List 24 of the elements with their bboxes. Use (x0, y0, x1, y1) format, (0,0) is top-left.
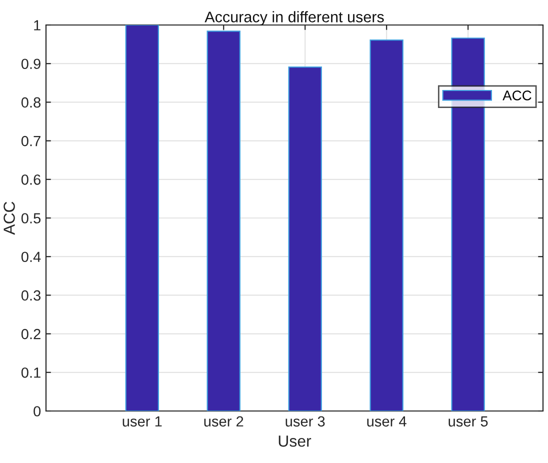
y-tick-label: 0.8 (21, 97, 41, 108)
y-tick-label: 0.9 (21, 58, 40, 70)
y-axis-title: ACC (4, 202, 15, 235)
y-tick-label: 0.2 (21, 328, 40, 340)
x-tick-label: user 2 (204, 416, 244, 427)
chart-title: Accuracy in different users (204, 11, 384, 26)
x-tick-label: user 4 (367, 416, 406, 427)
y-tick-label: 0.5 (21, 213, 41, 224)
x-tick-label: user 5 (448, 416, 488, 427)
y-tick-label: 0 (34, 406, 41, 416)
y-tick-label: 1 (34, 20, 40, 30)
legend-label: ACC (502, 90, 532, 100)
x-axis-title: User (278, 436, 312, 447)
y-tick-label: 0.4 (21, 252, 41, 262)
bar (370, 40, 404, 411)
y-tick-label: 0.6 (21, 174, 40, 185)
bar (206, 30, 240, 411)
bar (288, 66, 322, 411)
x-tick-label: user 3 (286, 416, 325, 427)
bar (125, 25, 159, 411)
y-tick-label: 0.7 (21, 136, 40, 146)
y-tick-label: 0.1 (21, 368, 40, 378)
x-tick-label: user 1 (122, 416, 162, 427)
y-tick-label: 0.3 (21, 290, 40, 301)
